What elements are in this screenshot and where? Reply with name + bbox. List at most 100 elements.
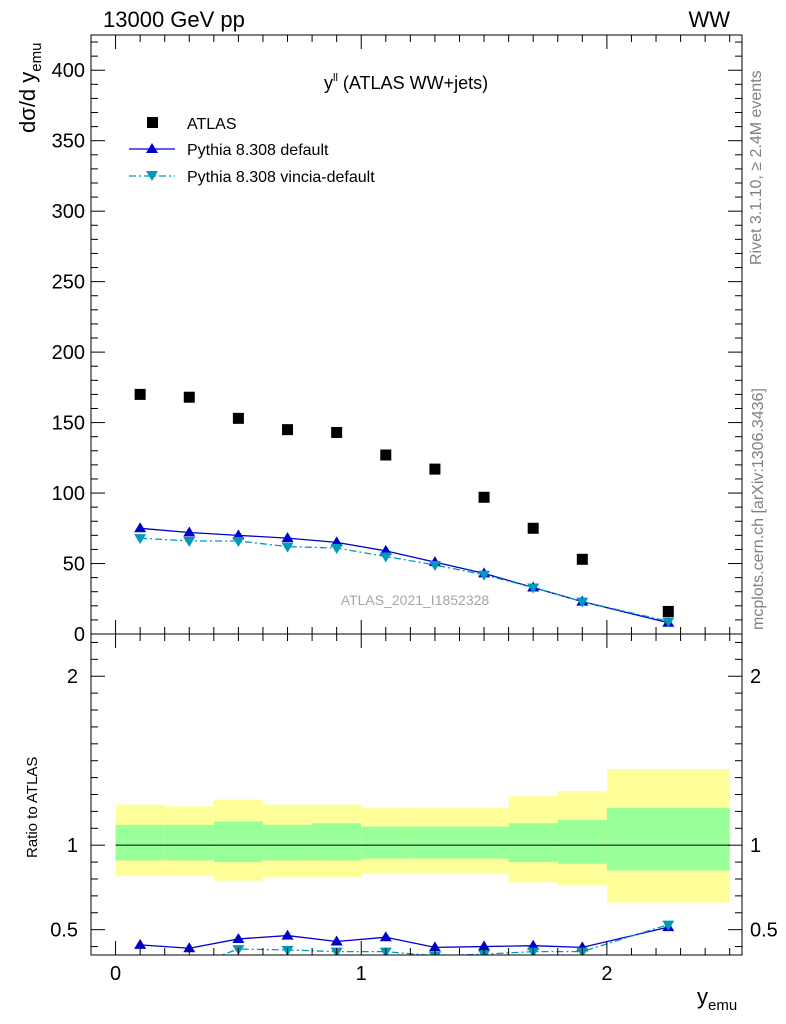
main-title-rest: (ATLAS WW+jets) (338, 73, 488, 93)
legend: ATLAS Pythia 8.308 default Pythia 8.308 … (129, 116, 375, 186)
atlas-point (134, 388, 146, 400)
atlas-point (576, 553, 588, 565)
default-point (183, 526, 196, 537)
ratio-ytick-label-right: 1 (750, 835, 761, 857)
atlas-point (527, 522, 539, 534)
vincia-point (478, 570, 491, 581)
vincia-point (428, 560, 441, 571)
ratio-band-inner (115, 824, 165, 861)
ratio-band-inner (213, 821, 263, 863)
main-axes: 50 100 150 200 250 300 350 400 0 (52, 35, 742, 646)
legend-marker-atlas (147, 117, 158, 128)
ratio-xtick-label: 2 (601, 963, 612, 985)
main-ylabel: dσ/d yemu (15, 43, 45, 133)
legend-label-default: Pythia 8.308 default (187, 142, 329, 159)
main-ytick-label: 350 (52, 131, 85, 153)
default-point (379, 544, 392, 555)
ratio-default-point (428, 941, 441, 952)
default-point (281, 532, 294, 543)
ratio-default-point (281, 929, 294, 940)
ratio-xlabel-sub: emu (708, 997, 737, 1014)
ratio-band-inner (262, 824, 313, 861)
atlas-point (282, 424, 294, 436)
vincia-point (281, 542, 294, 553)
ratio-xlabel: yemu (697, 984, 737, 1014)
ratio-default-point (478, 940, 491, 951)
main-ytick-label: 250 (52, 272, 85, 294)
ratio-band-inner (606, 808, 730, 871)
ratio-vincia-point (134, 958, 146, 968)
ratio-ytick-label: 0.5 (50, 920, 78, 942)
ratio-ylabel: Ratio to ATLAS (24, 757, 41, 858)
ratio-ytick-label-right: 2 (750, 666, 761, 688)
main-ytick-label: 200 (52, 342, 85, 364)
ratio-bands (115, 769, 730, 903)
ratio-ytick-label-right: 0.5 (750, 920, 778, 942)
ratio-default-point (232, 932, 245, 943)
ratio-band-inner (459, 826, 509, 859)
ratio-line-default (140, 926, 669, 949)
header-process: WW (688, 7, 730, 32)
main-line-vincia (140, 537, 669, 622)
main-ylabel-sub: emu (28, 43, 45, 72)
atlas-point (380, 449, 392, 461)
vincia-point (134, 534, 147, 545)
main-ytick-label-zero: 0 (74, 624, 85, 646)
main-title-sup: ll (333, 72, 338, 84)
main-ytick-label: 300 (52, 201, 85, 223)
vincia-point (232, 536, 245, 547)
main-ylabel-text: dσ/d y (15, 72, 40, 133)
ratio-band-inner (410, 826, 460, 859)
atlas-point (429, 463, 441, 475)
ratio-xtick-label: 0 (110, 963, 121, 985)
main-ytick-label: 100 (52, 483, 85, 505)
ratio-panel: 0.5 0.5 1 1 2 2 0 1 2 Ratio to ATLAS yemu (24, 633, 778, 1014)
default-point (232, 529, 245, 540)
ratio-default-point (330, 935, 343, 946)
vincia-point (330, 544, 343, 555)
vincia-point (527, 583, 540, 594)
ratio-default-point (379, 931, 392, 942)
main-ytick-label: 400 (52, 60, 85, 82)
legend-label-vincia: Pythia 8.308 vincia-default (187, 169, 375, 186)
ratio-vincia-point (662, 920, 675, 931)
ratio-band-inner (557, 819, 607, 864)
main-data-layer (134, 388, 675, 628)
default-point (330, 536, 343, 547)
atlas-point (232, 412, 244, 424)
ratio-vincia-point (183, 963, 195, 973)
mcplots-label: mcplots.cern.ch [arXiv:1306.3436] (750, 388, 767, 630)
vincia-point (379, 552, 392, 563)
ratio-lines (134, 920, 675, 973)
legend-marker-vincia (146, 171, 158, 181)
ratio-band-inner (312, 823, 362, 861)
ratio-band-inner (361, 826, 411, 859)
legend-marker-default (146, 143, 158, 153)
default-point (134, 522, 147, 533)
ratio-xlabel-text: y (697, 984, 708, 1009)
vincia-point (662, 617, 675, 628)
main-ytick-label: 50 (63, 554, 85, 576)
ratio-xtick-label: 1 (356, 963, 367, 985)
ratio-ytick-label: 2 (67, 666, 78, 688)
vincia-point (576, 597, 589, 608)
atlas-point (331, 426, 343, 438)
ratio-band-inner (508, 823, 558, 863)
main-title: yll (ATLAS WW+jets) (324, 72, 488, 93)
ratio-default-point (183, 942, 196, 953)
rivet-label: Rivet 3.1.10, ≥ 2.4M events (748, 70, 765, 265)
atlas-point (478, 491, 490, 503)
atlas-point (183, 391, 195, 403)
atlas-point (662, 605, 674, 617)
vincia-point (183, 536, 196, 547)
legend-label-atlas: ATLAS (187, 116, 237, 133)
ratio-band-inner (164, 824, 214, 861)
main-ytick-label: 150 (52, 413, 85, 435)
ratio-default-point (134, 938, 147, 949)
analysis-watermark: ATLAS_2021_I1852328 (341, 592, 490, 608)
main-title-text: y (324, 73, 333, 93)
ratio-default-point (527, 939, 540, 950)
ratio-frame (90, 633, 743, 956)
header-energy: 13000 GeV pp (103, 7, 245, 32)
